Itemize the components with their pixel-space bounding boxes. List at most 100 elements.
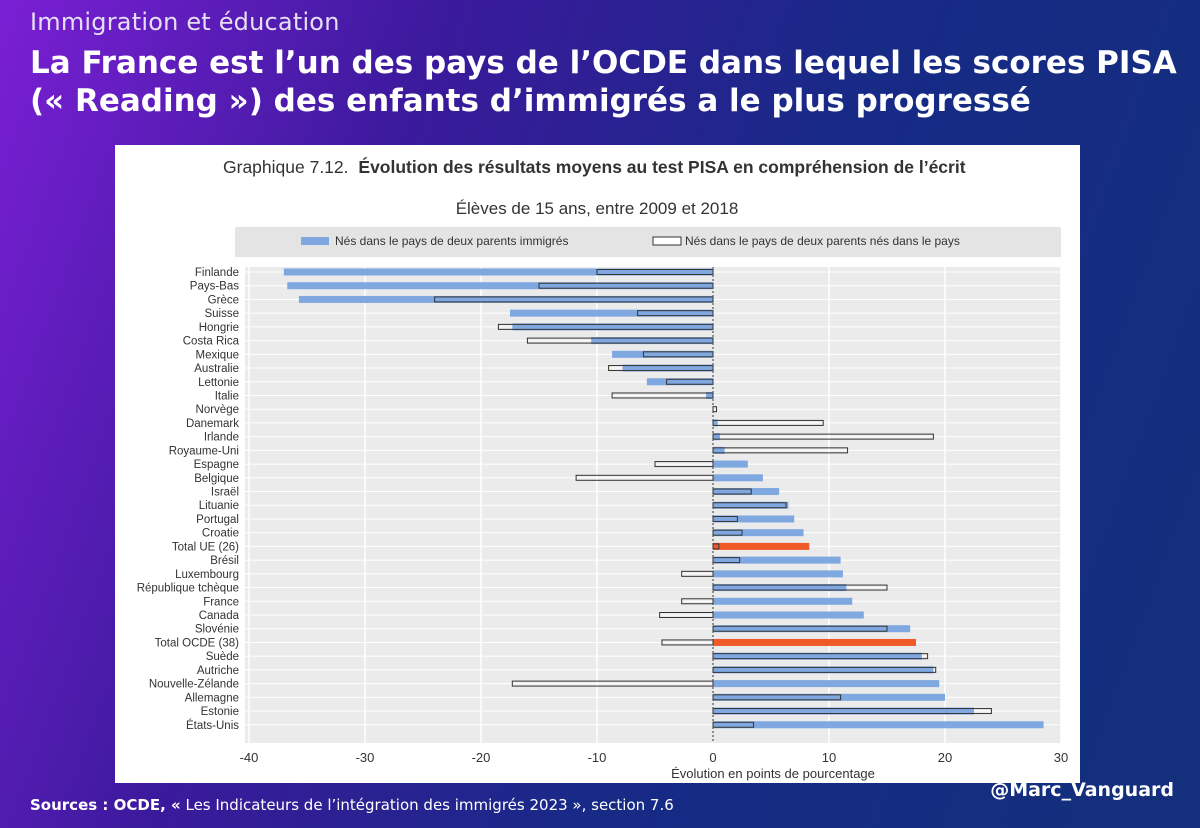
bar-native: [712, 447, 849, 454]
bar-immigrant: [713, 515, 795, 523]
category-label: Danemark: [186, 418, 239, 430]
bar-native: [538, 282, 714, 289]
bar-native: [611, 392, 714, 399]
bar-native: [681, 598, 714, 605]
bar-immigrant: [713, 556, 841, 564]
bar-native: [712, 488, 752, 495]
chart-subtitle: Élèves de 15 ans, entre 2009 et 2018: [456, 199, 739, 218]
category-label: Grèce: [208, 294, 239, 306]
bar-native: [681, 570, 714, 577]
legend-label-native: Nés dans le pays de deux parents nés dan…: [685, 234, 960, 248]
x-tick-label: 30: [1054, 750, 1068, 765]
category-label: Suisse: [204, 308, 239, 320]
category-label: République tchèque: [137, 583, 239, 595]
author-handle: @Marc_Vanguard: [990, 779, 1174, 801]
category-label: Hongrie: [199, 322, 239, 334]
x-tick-label: 10: [822, 750, 836, 765]
category-label: Nouvelle-Zélande: [149, 679, 239, 691]
category-label: Canada: [199, 610, 240, 622]
x-tick-label: -10: [588, 750, 607, 765]
bar-immigrant: [591, 337, 713, 345]
category-label: Pays-Bas: [190, 281, 239, 293]
bar-native: [712, 653, 929, 660]
category-label: Lituanie: [199, 500, 239, 512]
category-label: France: [203, 596, 239, 608]
bar-native: [642, 351, 714, 358]
category-label: Total OCDE (38): [155, 637, 240, 649]
bar-immigrant: [713, 474, 763, 482]
bar-native: [661, 639, 714, 646]
category-label: Italie: [215, 390, 239, 402]
bar-immigrant: [646, 378, 713, 386]
bar-immigrant: [298, 295, 713, 303]
bar-immigrant: [713, 460, 748, 468]
category-label: Estonie: [201, 706, 239, 718]
bar-immigrant: [612, 350, 713, 358]
bar-native: [637, 310, 714, 317]
category-label: Portugal: [196, 514, 239, 526]
category-label: Brésil: [210, 555, 239, 567]
bar-native: [511, 680, 714, 687]
legend-swatch-immigrant: [301, 237, 329, 245]
category-label: Luxembourg: [175, 569, 239, 581]
bars: [283, 268, 1044, 729]
bar-immigrant: [713, 693, 945, 701]
bar-native: [596, 269, 714, 275]
bar-immigrant: [713, 501, 789, 509]
category-label: Australie: [194, 363, 239, 375]
bar-native: [712, 529, 743, 536]
bar-native: [712, 708, 992, 715]
category-label: Total UE (26): [172, 541, 239, 553]
bar-native: [712, 721, 755, 728]
x-tick-label: 0: [709, 750, 716, 765]
headline-line-2: (« Reading ») des enfants d’immigrés a l…: [30, 83, 1031, 119]
category-label: Lettonie: [198, 377, 239, 389]
chart-title-prefix: Graphique 7.12.: [223, 157, 349, 177]
bar-immigrant: [713, 652, 922, 660]
x-tick-label: -40: [240, 750, 259, 765]
bar-immigrant: [713, 680, 940, 688]
category-label: Israël: [211, 487, 239, 499]
bar-native: [712, 406, 717, 413]
bar-native: [497, 323, 714, 330]
category-label: Costa Rica: [183, 336, 240, 348]
chart-panel: Graphique 7.12. Évolution des résultats …: [115, 145, 1080, 783]
legend-label-immigrant: Nés dans le pays de deux parents immigré…: [335, 234, 568, 248]
bar-native: [712, 543, 720, 550]
bar-native: [575, 474, 714, 481]
x-tick-label: 20: [938, 750, 952, 765]
bar-immigrant: [713, 570, 843, 578]
legend-swatch-native: [652, 236, 682, 246]
bar-immigrant: [713, 638, 916, 646]
bar-immigrant: [713, 625, 911, 633]
bar-native: [712, 625, 888, 632]
source-text: Les Indicateurs de l’intégration des imm…: [180, 796, 674, 814]
bar-immigrant: [713, 488, 780, 496]
bar-immigrant: [287, 282, 713, 290]
category-label: Mexique: [196, 349, 239, 361]
category-label: Allemagne: [185, 692, 239, 704]
x-tick-label: -20: [472, 750, 491, 765]
category-label: Irlande: [204, 432, 239, 444]
category-label: Autriche: [197, 665, 239, 677]
headline-line-1: La France est l’un des pays de l’OCDE da…: [30, 45, 1177, 81]
bar-native: [712, 433, 934, 440]
bar-immigrant: [713, 584, 847, 592]
bar-immigrant: [713, 597, 853, 605]
bar-native: [712, 584, 888, 591]
bar-native: [712, 515, 738, 522]
bar-native: [526, 337, 714, 344]
bar-native: [712, 666, 937, 673]
bar-native: [712, 419, 824, 426]
bar-native: [712, 502, 787, 509]
bar-native: [608, 365, 714, 372]
bar-immigrant: [622, 364, 713, 372]
chart-title: Graphique 7.12. Évolution des résultats …: [223, 156, 966, 177]
bar-immigrant: [713, 446, 725, 454]
pisa-chart: Graphique 7.12. Évolution des résultats …: [137, 156, 1069, 781]
category-label: Croatie: [202, 528, 239, 540]
bar-immigrant: [713, 666, 934, 674]
bar-native: [712, 694, 842, 701]
bar-immigrant: [713, 419, 718, 427]
